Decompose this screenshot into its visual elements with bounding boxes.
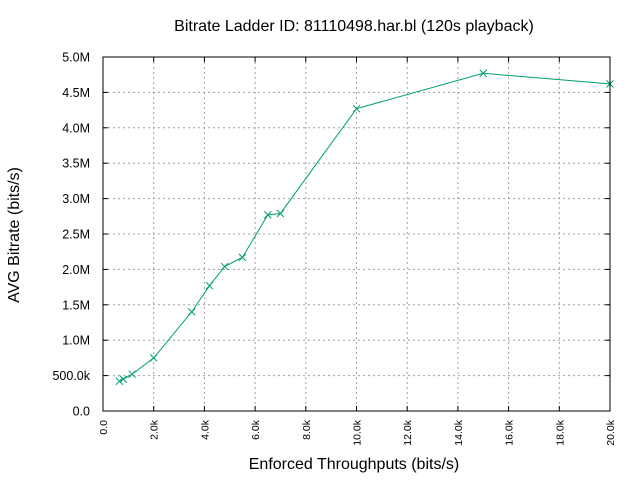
y-tick-label: 0.0 bbox=[73, 405, 90, 419]
x-tick-label: 16.0k bbox=[504, 419, 516, 445]
y-tick-label: 2.5M bbox=[62, 228, 90, 242]
y-tick-label: 3.5M bbox=[62, 157, 90, 171]
x-tick-label: 6.0k bbox=[250, 419, 262, 440]
x-tick-label: 4.0k bbox=[199, 419, 211, 440]
y-tick-label: 500.0k bbox=[52, 369, 90, 383]
x-tick-label: 14.0k bbox=[453, 419, 465, 445]
x-tick-label: 8.0k bbox=[301, 419, 313, 440]
y-axis-label: AVG Bitrate (bits/s) bbox=[6, 167, 23, 303]
y-tick-label: 3.0M bbox=[62, 192, 90, 206]
data-point-marker bbox=[149, 354, 158, 362]
x-tick-label: 20.0k bbox=[605, 419, 617, 445]
y-tick-label: 2.0M bbox=[62, 263, 90, 277]
grid bbox=[103, 57, 610, 411]
x-tick-label: 12.0k bbox=[402, 419, 414, 445]
x-axis-label: Enforced Throughputs (bits/s) bbox=[249, 456, 459, 473]
y-tick-label: 4.5M bbox=[62, 86, 90, 100]
data-point-marker bbox=[352, 104, 361, 113]
data-point-marker bbox=[263, 211, 272, 219]
data-point-marker bbox=[187, 308, 196, 316]
data-point-marker bbox=[238, 253, 247, 262]
series bbox=[115, 69, 614, 386]
axis-ticks: 0.0 2.0k 4.0k 6.0k 8.0k 10.0k 12.0k 14.0k 16.0k 1… bbox=[52, 51, 617, 446]
data-point-marker bbox=[128, 370, 137, 379]
data-point-marker bbox=[276, 209, 285, 218]
data-point-marker bbox=[115, 377, 124, 386]
data-point-marker bbox=[220, 262, 229, 271]
data-point-marker bbox=[205, 281, 214, 290]
chart-title: Bitrate Ladder ID: 81110498.har.bl (120s… bbox=[174, 18, 534, 35]
x-tick-label: 0.0 bbox=[98, 420, 110, 435]
x-tick-label: 2.0k bbox=[149, 419, 161, 440]
y-tick-label: 5.0M bbox=[62, 51, 90, 65]
data-point-marker bbox=[479, 69, 488, 78]
y-tick-label: 1.5M bbox=[62, 298, 90, 312]
data-point-marker bbox=[119, 375, 128, 383]
plot-frame bbox=[102, 56, 611, 412]
series-line bbox=[119, 72, 611, 382]
y-tick-label: 4.0M bbox=[62, 121, 90, 135]
x-tick-label: 18.0k bbox=[554, 419, 566, 445]
y-tick-label: 1.0M bbox=[62, 334, 90, 348]
x-tick-label: 10.0k bbox=[352, 419, 364, 445]
